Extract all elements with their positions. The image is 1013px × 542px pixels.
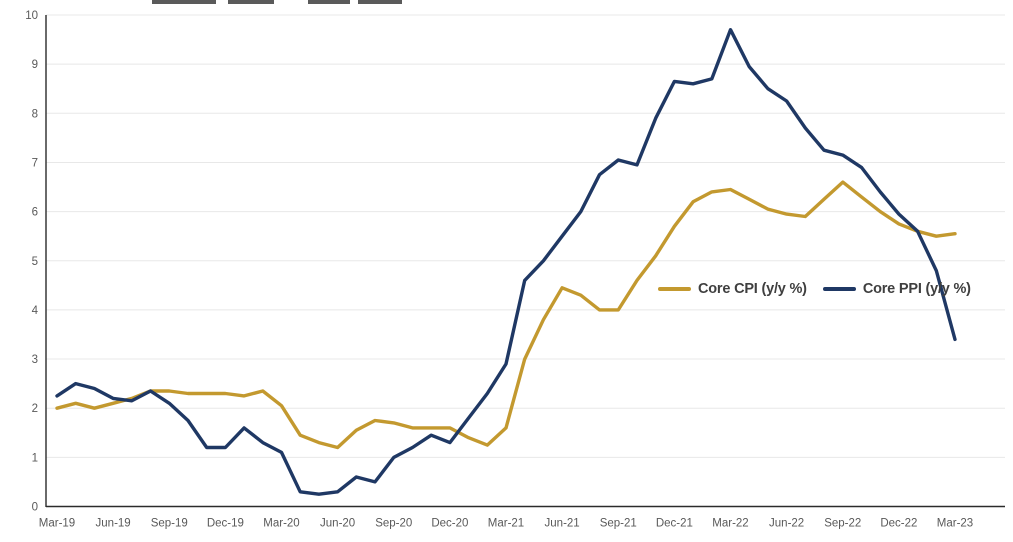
- x-axis-tick-labels: Mar-19 Jun-19 Sep-19 Dec-19 Mar-20 Jun-20 Sep-…: [39, 518, 973, 530]
- svg-text:Jun-21: Jun-21: [545, 518, 580, 530]
- svg-text:Sep-20: Sep-20: [375, 518, 412, 530]
- svg-text:7: 7: [32, 157, 38, 169]
- svg-text:6: 6: [32, 207, 38, 219]
- svg-text:Sep-19: Sep-19: [151, 518, 188, 530]
- svg-text:Sep-21: Sep-21: [600, 518, 637, 530]
- clipped-title-fragment: [308, 0, 350, 4]
- core-ppi-line-swatch: [822, 287, 856, 291]
- svg-text:Dec-19: Dec-19: [207, 518, 244, 530]
- svg-text:Sep-22: Sep-22: [824, 518, 861, 530]
- svg-text:Dec-22: Dec-22: [880, 518, 917, 530]
- legend-label-core-cpi: Core CPI (y/y %): [698, 281, 807, 297]
- y-axis-tick-labels: 0 1 2 3 4 5 6 7 8 9 10: [25, 10, 38, 514]
- clipped-title-fragment: [358, 0, 402, 4]
- axes: [45, 15, 1005, 508]
- svg-text:Mar-19: Mar-19: [39, 518, 75, 530]
- legend-label-core-ppi: Core PPI (y/y %): [862, 281, 971, 297]
- svg-text:Jun-20: Jun-20: [320, 518, 355, 530]
- clipped-title-fragment: [152, 0, 216, 4]
- svg-text:Dec-21: Dec-21: [656, 518, 693, 530]
- core-cpi-line-swatch: [658, 287, 691, 291]
- svg-text:Dec-20: Dec-20: [431, 518, 468, 530]
- svg-text:8: 8: [32, 108, 38, 120]
- svg-text:Jun-19: Jun-19: [96, 518, 131, 530]
- svg-text:9: 9: [32, 59, 38, 71]
- svg-text:5: 5: [32, 256, 38, 268]
- chart-legend: Core CPI (y/y %) Core PPI (y/y %): [658, 281, 971, 297]
- gridlines: [46, 14, 1005, 458]
- svg-text:3: 3: [32, 354, 38, 366]
- svg-text:1: 1: [32, 452, 38, 464]
- legend-item-core-cpi[interactable]: Core CPI (y/y %): [658, 281, 807, 297]
- legend-item-core-ppi[interactable]: Core PPI (y/y %): [822, 281, 971, 297]
- svg-text:4: 4: [32, 305, 39, 317]
- svg-text:Mar-22: Mar-22: [712, 518, 748, 530]
- svg-text:Mar-23: Mar-23: [937, 518, 973, 530]
- svg-text:0: 0: [32, 502, 38, 514]
- clipped-title-fragment: [228, 0, 274, 4]
- svg-text:Jun-22: Jun-22: [769, 518, 804, 530]
- svg-text:2: 2: [32, 403, 38, 415]
- svg-text:Mar-20: Mar-20: [263, 518, 299, 530]
- svg-text:Mar-21: Mar-21: [488, 518, 524, 530]
- svg-text:10: 10: [25, 10, 38, 22]
- data-series-lines: [55, 28, 957, 496]
